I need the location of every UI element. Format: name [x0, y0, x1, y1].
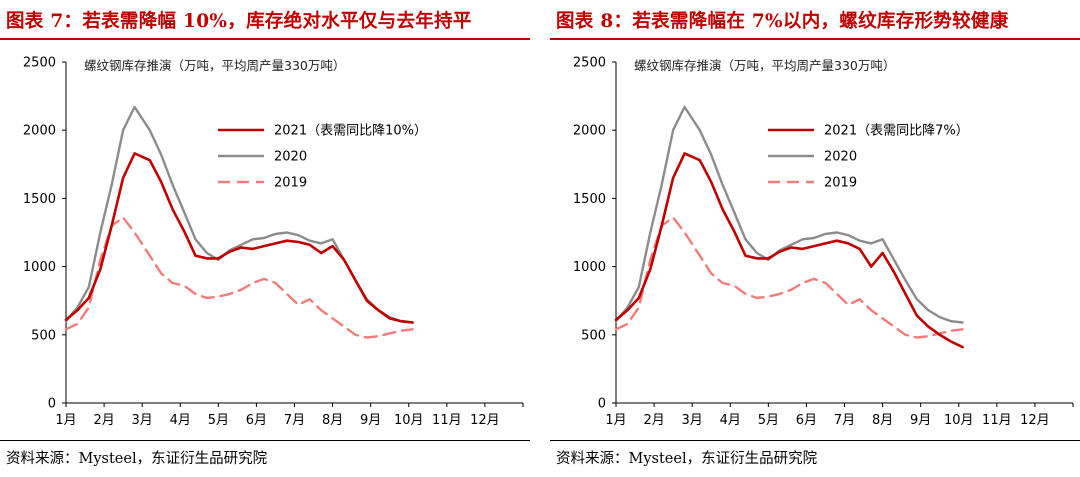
x-tick-label: 12月	[470, 413, 500, 428]
x-tick-label: 9月	[360, 413, 381, 428]
y-tick-label: 500	[31, 328, 56, 343]
source-note: 资料来源：Mysteel，东证衍生品研究院	[556, 451, 818, 467]
x-tick-label: 9月	[910, 413, 931, 428]
y-tick-label: 2500	[23, 56, 56, 71]
source-rule	[0, 440, 530, 441]
x-tick-label: 5月	[208, 413, 229, 428]
x-tick-label: 10月	[394, 413, 424, 428]
inventory-line-chart: 0 500 1000 1500 2000 2500 1月 2月 3月 4月 5月 6月 7月 8月 9月 10…	[573, 56, 1074, 428]
chart-subtitle: 螺纹钢库存推演（万吨，平均周产量330万吨）	[84, 58, 345, 73]
legend-label: 2019	[274, 176, 307, 191]
legend-label: 2020	[824, 150, 857, 165]
series-line-2021	[64, 152, 414, 324]
y-tick-label: 0	[598, 397, 606, 412]
x-tick-label: 1月	[55, 413, 76, 428]
source-rule	[550, 440, 1080, 441]
series-line-2019	[614, 216, 964, 339]
y-tick-label: 0	[48, 397, 56, 412]
series-line-2019	[64, 216, 414, 339]
y-tick-label: 1000	[573, 260, 606, 275]
figure-panel-7: 图表 7：若表需降幅 10%，库存绝对水平仅与去年持平 0 500 1000 1500…	[0, 0, 530, 477]
x-tick-label: 7月	[284, 413, 305, 428]
chart-subtitle: 螺纹钢库存推演（万吨，平均周产量330万吨）	[634, 58, 895, 73]
x-tick-label: 3月	[682, 413, 703, 428]
x-tick-label: 6月	[246, 413, 267, 428]
x-tick-label: 5月	[758, 413, 779, 428]
y-tick-label: 1000	[23, 260, 56, 275]
x-tick-label: 2月	[643, 413, 664, 428]
figure-title: 图表 7：若表需降幅 10%，库存绝对水平仅与去年持平	[6, 11, 472, 32]
figure-panel-8: 图表 8：若表需降幅在 7%以内，螺纹库存形势较健康 0 500 1000 1500 2…	[550, 0, 1080, 477]
y-tick-label: 2000	[573, 124, 606, 139]
legend-label: 2021（表需同比降10%）	[274, 124, 427, 139]
y-tick-label: 1500	[573, 192, 606, 207]
x-tick-label: 7月	[834, 413, 855, 428]
y-tick-label: 2000	[23, 124, 56, 139]
x-tick-label: 4月	[720, 413, 741, 428]
inventory-line-chart: 0 500 1000 1500 2000 2500 1月 2月 3月 4月 5月 6月 7月 8月 9月 10…	[23, 56, 524, 428]
figure-title: 图表 8：若表需降幅在 7%以内，螺纹库存形势较健康	[556, 11, 1009, 32]
x-tick-label: 11月	[432, 413, 462, 428]
x-tick-label: 11月	[982, 413, 1012, 428]
x-tick-label: 6月	[796, 413, 817, 428]
title-rule	[550, 38, 1080, 40]
y-tick-label: 500	[581, 328, 606, 343]
y-tick-label: 1500	[23, 192, 56, 207]
title-rule	[0, 38, 530, 40]
series-line-2020	[614, 105, 964, 324]
x-tick-label: 2月	[93, 413, 114, 428]
legend-label: 2021（表需同比降7%）	[824, 124, 969, 139]
x-tick-label: 8月	[322, 413, 343, 428]
legend-label: 2019	[824, 176, 857, 191]
x-tick-label: 3月	[132, 413, 153, 428]
series-line-2021	[614, 152, 964, 349]
x-tick-label: 4月	[170, 413, 191, 428]
x-tick-label: 1月	[605, 413, 626, 428]
source-note: 资料来源：Mysteel，东证衍生品研究院	[6, 451, 268, 467]
legend-label: 2020	[274, 150, 307, 165]
x-tick-label: 12月	[1020, 413, 1050, 428]
y-tick-label: 2500	[573, 56, 606, 71]
x-tick-label: 10月	[944, 413, 974, 428]
x-tick-label: 8月	[872, 413, 893, 428]
